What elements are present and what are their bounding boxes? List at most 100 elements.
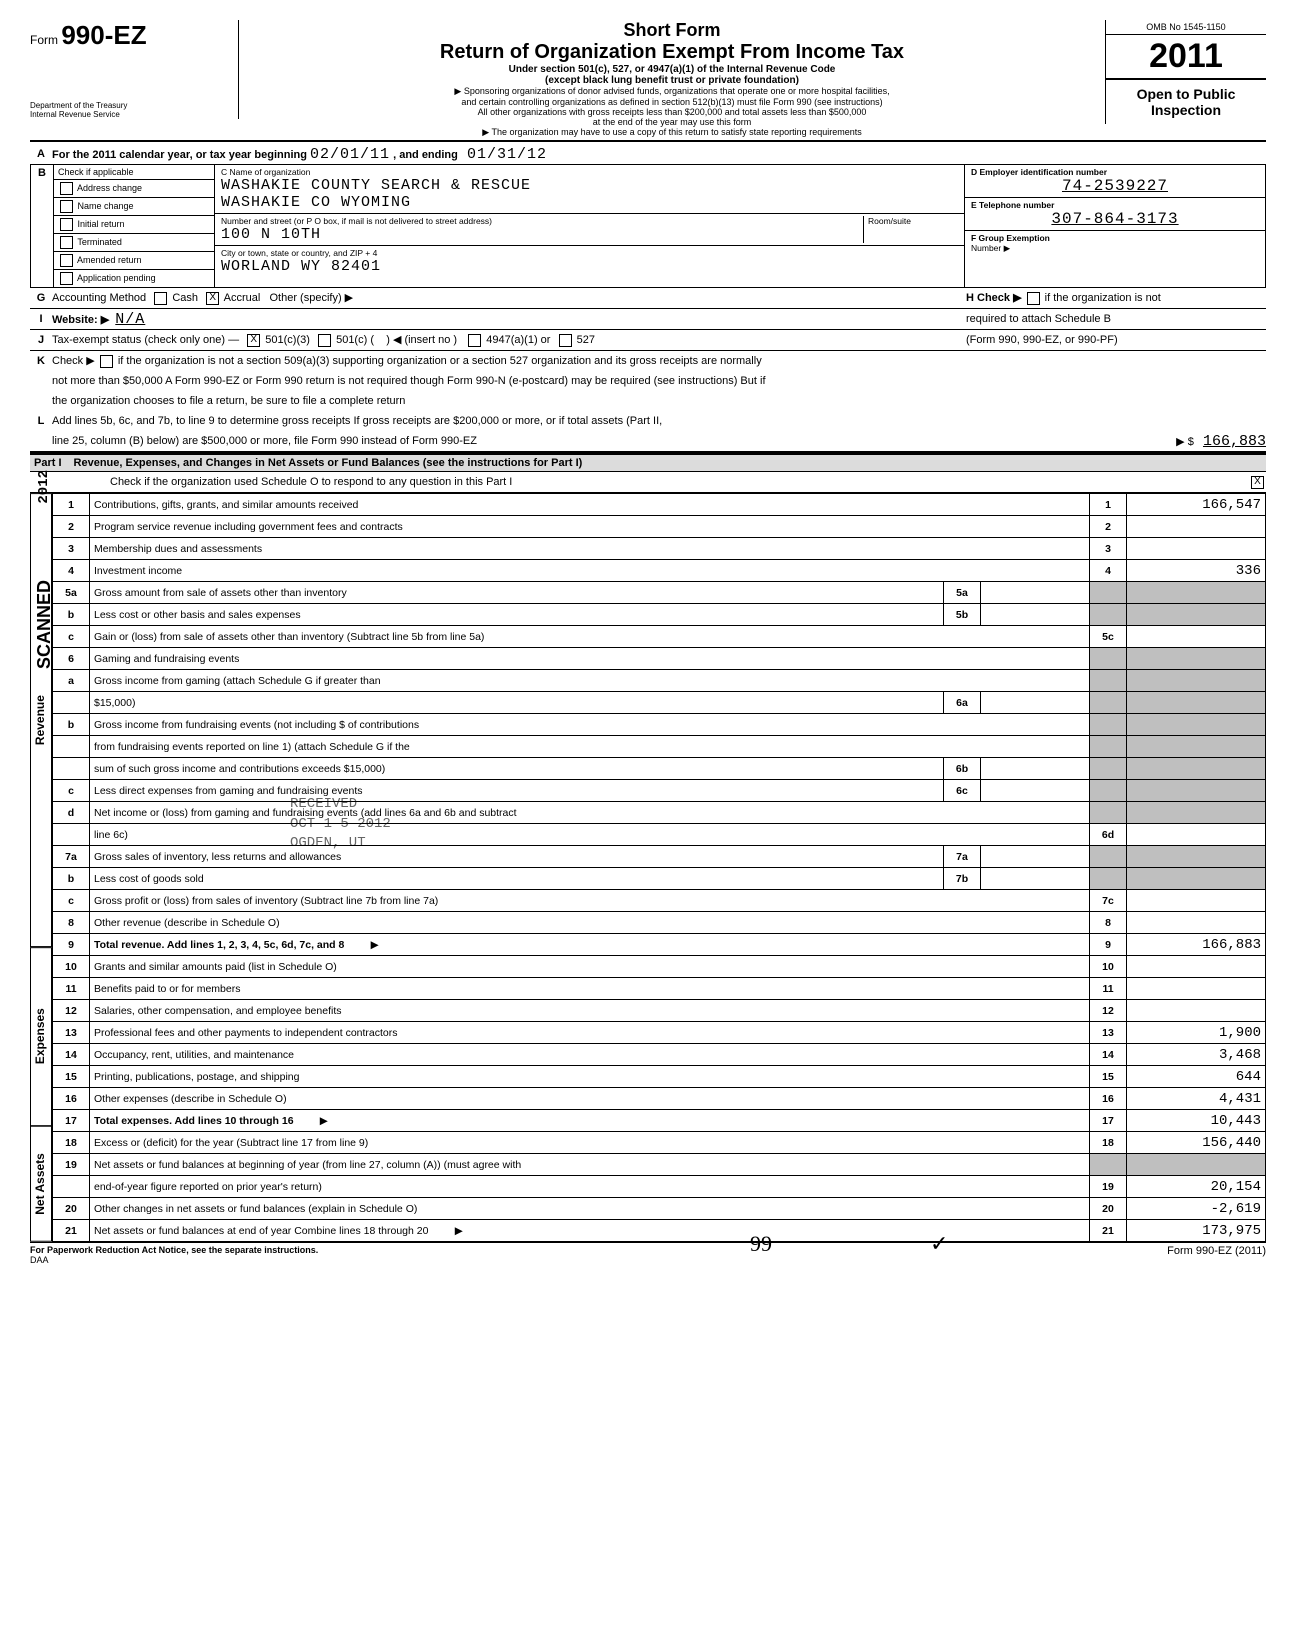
- row-number: 5a: [53, 582, 90, 604]
- right-line-number: 19: [1090, 1176, 1127, 1198]
- checkbox-4947[interactable]: [468, 334, 481, 347]
- table-row: 17Total expenses. Add lines 10 through 1…: [53, 1110, 1266, 1132]
- table-row: 7aGross sales of inventory, less returns…: [53, 846, 1266, 868]
- footer-form-id: Form 990-EZ (2011): [1167, 1245, 1266, 1265]
- row-number: a: [53, 670, 90, 692]
- line-amount: [1127, 802, 1266, 824]
- sub-line-amount: [981, 758, 1090, 780]
- row-number: 8: [53, 912, 90, 934]
- label-amended: Amended return: [77, 255, 142, 265]
- checkbox-initial[interactable]: [60, 218, 73, 231]
- right-line-number: [1090, 670, 1127, 692]
- row-description: Occupancy, rent, utilities, and maintena…: [90, 1044, 1090, 1066]
- right-line-number: 18: [1090, 1132, 1127, 1154]
- label-f-group: F Group Exemption: [971, 233, 1259, 243]
- row-description: Gaming and fundraising events: [90, 648, 1090, 670]
- label-city: City or town, state or country, and ZIP …: [221, 248, 958, 258]
- table-row: 15Printing, publications, postage, and s…: [53, 1066, 1266, 1088]
- table-row: 10Grants and similar amounts paid (list …: [53, 956, 1266, 978]
- label-street: Number and street (or P O box, if mail i…: [221, 216, 863, 226]
- checkbox-527[interactable]: [559, 334, 572, 347]
- main-title: Return of Organization Exempt From Incom…: [249, 41, 1095, 64]
- checkbox-accrual[interactable]: X: [206, 292, 219, 305]
- row-number: d: [53, 802, 90, 824]
- label-terminated: Terminated: [77, 237, 122, 247]
- checkbox-501c3[interactable]: X: [247, 334, 260, 347]
- header-note-3: All other organizations with gross recei…: [249, 107, 1095, 117]
- label-d-ein: D Employer identification number: [971, 167, 1259, 177]
- row-number: 13: [53, 1022, 90, 1044]
- line-h-text2: required to attach Schedule B: [966, 313, 1266, 325]
- right-line-number: 7c: [1090, 890, 1127, 912]
- line-amount: [1127, 868, 1266, 890]
- part-1-header: Part I Revenue, Expenses, and Changes in…: [30, 453, 1266, 472]
- row-description: Excess or (deficit) for the year (Subtra…: [90, 1132, 1090, 1154]
- right-line-number: 11: [1090, 978, 1127, 1000]
- line-amount: 166,547: [1127, 494, 1266, 516]
- right-line-number: [1090, 604, 1127, 626]
- row-number: 18: [53, 1132, 90, 1154]
- table-row: 20Other changes in net assets or fund ba…: [53, 1198, 1266, 1220]
- table-row: 14Occupancy, rent, utilities, and mainte…: [53, 1044, 1266, 1066]
- table-row: 3Membership dues and assessments3: [53, 538, 1266, 560]
- checkbox-addr-change[interactable]: [60, 182, 73, 195]
- row-number: [53, 736, 90, 758]
- checkbox-amended[interactable]: [60, 254, 73, 267]
- open-to-public-1: Open to Public: [1108, 86, 1264, 102]
- received-stamp: RECEIVED OCT 1 5 2012 OGDEN, UT: [290, 795, 391, 854]
- row-number: 17: [53, 1110, 90, 1132]
- row-description: Less cost of goods sold: [90, 868, 944, 890]
- row-description: Gross amount from sale of assets other t…: [90, 582, 944, 604]
- line-j-label: Tax-exempt status (check only one) —: [52, 334, 239, 346]
- checkbox-schedule-o[interactable]: X: [1251, 476, 1264, 489]
- line-h-text: if the organization is not: [1045, 292, 1161, 304]
- row-description: Printing, publications, postage, and shi…: [90, 1066, 1090, 1088]
- line-amount: [1127, 626, 1266, 648]
- row-description: Salaries, other compensation, and employ…: [90, 1000, 1090, 1022]
- subtitle-2: (except black lung benefit trust or priv…: [249, 75, 1095, 86]
- right-line-number: 2: [1090, 516, 1127, 538]
- checkbox-501c[interactable]: [318, 334, 331, 347]
- table-row: 9Total revenue. Add lines 1, 2, 3, 4, 5c…: [53, 934, 1266, 956]
- row-description: Less cost or other basis and sales expen…: [90, 604, 944, 626]
- checkbox-app-pending[interactable]: [60, 272, 73, 285]
- row-description: $15,000): [90, 692, 944, 714]
- tax-year-begin: 02/01/11: [310, 146, 390, 163]
- label-f-number: Number ▶: [971, 243, 1259, 254]
- line-k-text1: if the organization is not a section 509…: [118, 355, 762, 367]
- right-line-number: [1090, 846, 1127, 868]
- sub-line-amount: [981, 780, 1090, 802]
- checkbox-name-change[interactable]: [60, 200, 73, 213]
- signature-99: 99: [750, 1231, 772, 1257]
- short-form-title: Short Form: [249, 20, 1095, 41]
- right-line-number: 1: [1090, 494, 1127, 516]
- right-line-number: 4: [1090, 560, 1127, 582]
- row-number: [53, 758, 90, 780]
- row-description: Gross sales of inventory, less returns a…: [90, 846, 944, 868]
- org-name-2: WASHAKIE CO WYOMING: [221, 194, 958, 211]
- table-row: 18Excess or (deficit) for the year (Subt…: [53, 1132, 1266, 1154]
- table-row: 4Investment income4336: [53, 560, 1266, 582]
- table-row: line 6c)6d: [53, 824, 1266, 846]
- row-description: Total revenue. Add lines 1, 2, 3, 4, 5c,…: [90, 934, 1090, 956]
- line-amount: [1127, 780, 1266, 802]
- row-description: Investment income: [90, 560, 1090, 582]
- line-h-label: H Check ▶: [966, 292, 1022, 304]
- checkbox-k[interactable]: [100, 355, 113, 368]
- label-527: 527: [577, 334, 595, 346]
- checkbox-cash[interactable]: [154, 292, 167, 305]
- line-amount: [1127, 758, 1266, 780]
- table-row: 1Contributions, gifts, grants, and simil…: [53, 494, 1266, 516]
- table-row: from fundraising events reported on line…: [53, 736, 1266, 758]
- omb-number: OMB No 1545-1150: [1106, 20, 1266, 35]
- row-number: 2: [53, 516, 90, 538]
- row-description: Gross income from fundraising events (no…: [90, 714, 1090, 736]
- right-line-number: [1090, 714, 1127, 736]
- checkbox-terminated[interactable]: [60, 236, 73, 249]
- row-description: Other revenue (describe in Schedule O): [90, 912, 1090, 934]
- checkbox-h[interactable]: [1027, 292, 1040, 305]
- line-a-mid: , and ending: [393, 149, 458, 161]
- row-number: 19: [53, 1154, 90, 1176]
- table-row: 8Other revenue (describe in Schedule O)8: [53, 912, 1266, 934]
- open-to-public-2: Inspection: [1108, 102, 1264, 118]
